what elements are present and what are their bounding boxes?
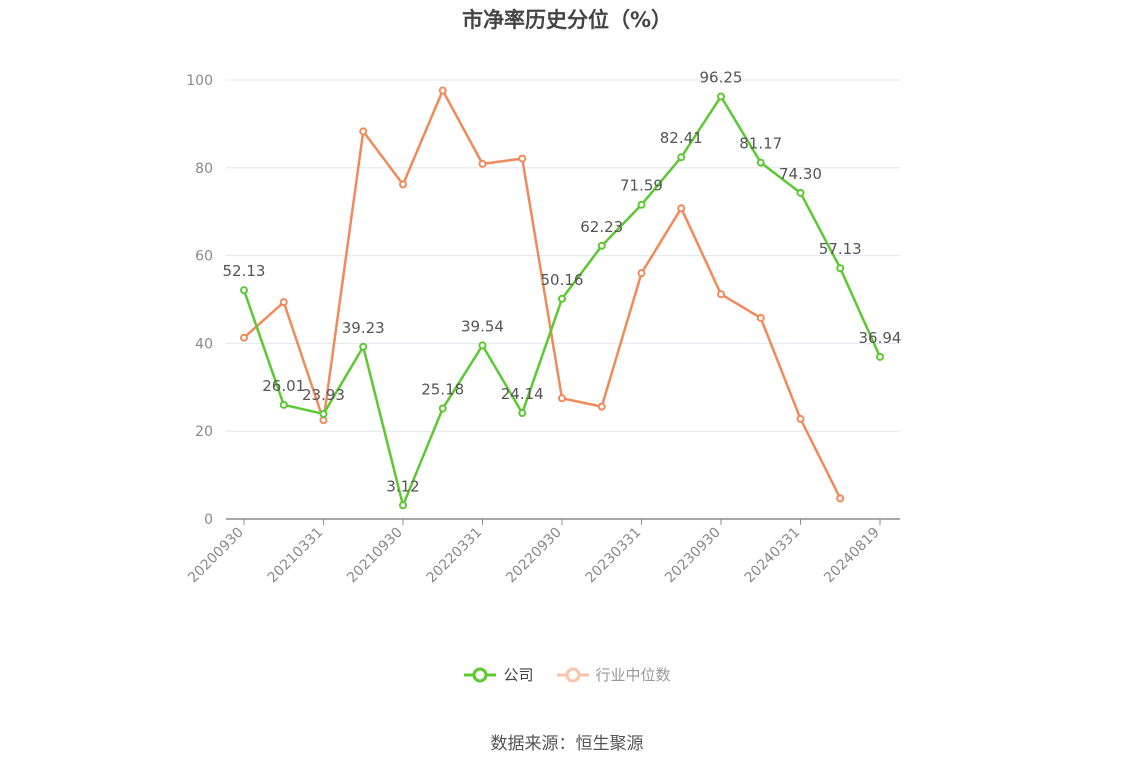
data-point	[319, 416, 328, 425]
data-point	[438, 86, 447, 95]
data-label: 23.93	[302, 386, 345, 404]
legend-line-icon	[556, 667, 589, 682]
data-label: 57.13	[819, 240, 862, 258]
series-line-1	[243, 89, 842, 499]
grid	[226, 79, 900, 432]
data-label: 81.17	[739, 135, 782, 153]
data-point	[240, 286, 248, 295]
data-point	[876, 352, 884, 361]
y-tick-label: 60	[195, 249, 213, 265]
data-point	[399, 180, 407, 189]
data-point	[359, 127, 368, 136]
legend-item-company[interactable]: 公司	[463, 664, 534, 685]
data-point	[756, 158, 765, 167]
x-tick-label: 20230930	[662, 525, 724, 587]
x-tick-label: 20220331	[424, 525, 486, 587]
data-label: 71.59	[620, 177, 663, 195]
x-tick-label: 20210331	[265, 525, 327, 587]
x-tick-label: 20210930	[344, 525, 406, 587]
data-point	[518, 154, 527, 163]
data-point	[279, 400, 288, 409]
data-label: 39.23	[342, 319, 385, 337]
chart-title: 市净率历史分位（%）	[461, 8, 673, 32]
data-label: 24.14	[501, 385, 544, 403]
data-point	[717, 290, 725, 299]
y-tick-label: 20	[195, 424, 213, 440]
data-label: 62.23	[580, 218, 623, 236]
legend-label: 公司	[503, 666, 534, 684]
data-point	[478, 159, 487, 168]
data-point	[478, 341, 487, 350]
y-tick-label: 80	[195, 161, 213, 177]
data-label: 50.16	[541, 271, 584, 289]
data-point	[637, 269, 646, 278]
data-label: 25.18	[421, 380, 464, 398]
x-tick-label: 20240331	[742, 525, 804, 587]
data-point	[637, 200, 646, 209]
legend-item-industry-median[interactable]: 行业中位数	[556, 664, 671, 685]
data-point	[558, 294, 566, 303]
data-point	[677, 153, 686, 162]
data-label: 3.12	[386, 477, 419, 495]
data-label: 36.94	[859, 329, 902, 347]
data-point	[836, 264, 845, 273]
data-point	[438, 404, 447, 413]
data-point	[518, 409, 527, 418]
data-point	[359, 342, 368, 351]
data-point	[796, 188, 805, 197]
y-tick-label: 40	[195, 336, 213, 352]
data-point	[558, 394, 566, 403]
y-tick-label: 100	[186, 73, 213, 89]
data-point	[836, 494, 845, 503]
data-point	[597, 402, 606, 411]
x-tick-label: 20230331	[583, 525, 645, 587]
data-point	[399, 501, 407, 510]
x-tick-label: 20200930	[185, 525, 247, 587]
legend-line-icon	[464, 667, 497, 682]
x-tick-label: 20240819	[821, 525, 883, 587]
data-label: 39.54	[461, 317, 504, 335]
data-point	[796, 414, 805, 423]
x-tick-label: 20220930	[503, 525, 565, 587]
data-point	[319, 409, 328, 418]
series	[240, 86, 884, 510]
data-label: 74.30	[779, 165, 822, 183]
data-point	[240, 333, 248, 342]
data-point	[597, 241, 606, 250]
y-tick-label: 0	[204, 512, 213, 528]
data-label: 82.41	[660, 129, 703, 147]
data-point	[677, 204, 686, 213]
data-label: 52.13	[223, 262, 266, 280]
data-point	[717, 92, 725, 101]
data-label: 96.25	[700, 68, 743, 86]
data-label: 26.01	[262, 377, 305, 395]
legend: 公司 行业中位数	[0, 664, 1134, 685]
legend-label: 行业中位数	[595, 666, 671, 684]
source-note: 数据来源：恒生聚源	[490, 734, 644, 754]
data-point	[279, 298, 288, 307]
data-point	[756, 313, 765, 322]
